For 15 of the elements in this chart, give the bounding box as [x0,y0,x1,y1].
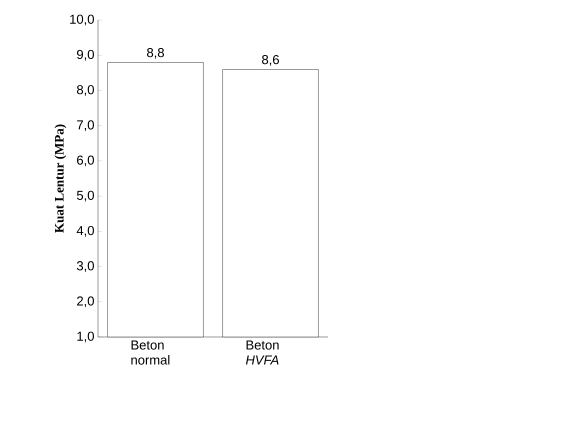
y-tick-label: 6,0 [77,156,94,166]
x-tick-label: Beton normal [131,340,170,365]
data-label: 8,6 [262,55,279,66]
y-tick-label: 4,0 [76,226,94,237]
y-tick-label: 2,0 [77,296,94,308]
y-tick-label: 9,0 [77,50,94,61]
x-tick-label: Beton HVFA [246,340,279,364]
y-axis-title: Kuat Lentur (MPa) [54,124,66,233]
data-label: 8,8 [147,48,164,59]
y-tick-label: 7,0 [77,120,94,132]
y-tick-label: 3,0 [76,261,94,272]
y-tick-label: 5,0 [76,190,94,202]
y-tick-label: 10,0 [70,14,94,26]
y-tick-label: 8,0 [76,85,94,96]
y-tick-label: 1,0 [77,332,94,342]
